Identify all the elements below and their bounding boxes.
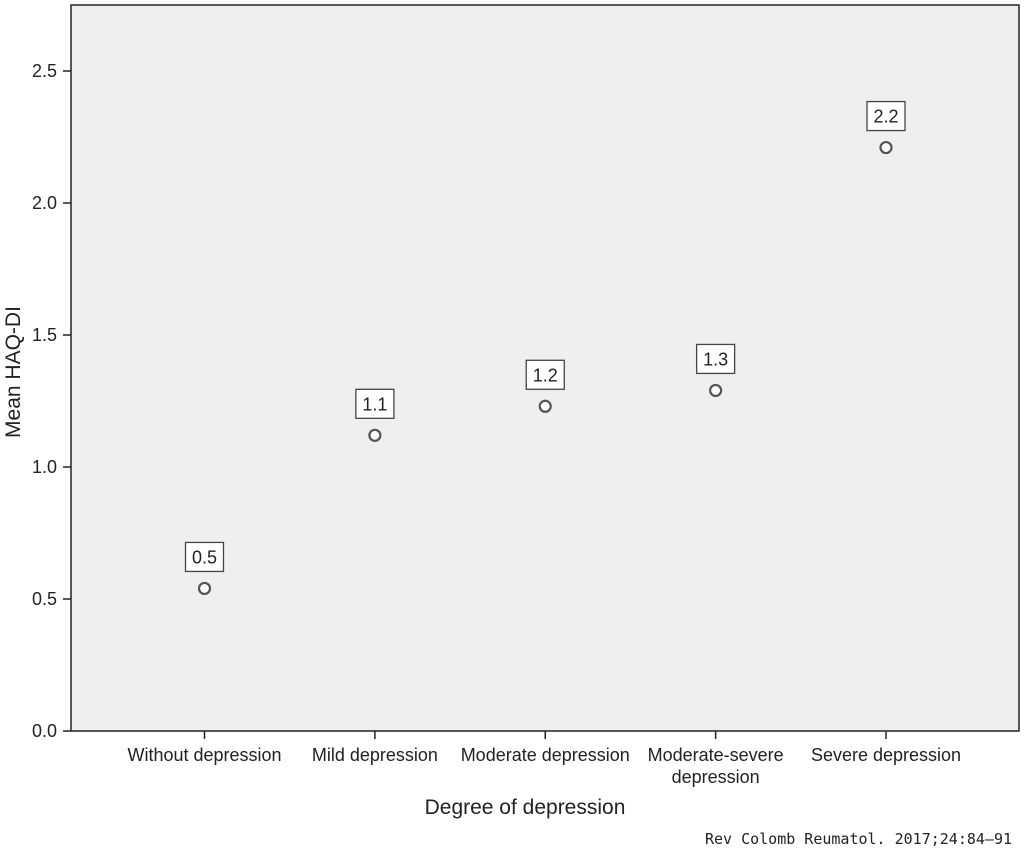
data-point (197, 581, 212, 596)
x-tick-label: Moderate-severe depression (648, 745, 784, 787)
y-axis-title: Mean HAQ-DI (2, 306, 25, 438)
x-tick-label-line: depression (672, 767, 760, 787)
y-tick-label: 1.5 (32, 325, 57, 345)
x-tick-label: Severe depression (811, 745, 961, 765)
x-axis: Without depression Mild depression Moderat… (127, 731, 961, 787)
x-tick-label: Moderate depression (461, 745, 630, 765)
data-label: 2.2 (873, 107, 898, 127)
data-label: 1.3 (703, 349, 728, 369)
y-tick-label: 2.5 (32, 61, 57, 81)
y-tick-label: 2.0 (32, 193, 57, 213)
y-tick-label: 0.5 (32, 589, 57, 609)
x-tick-label: Mild depression (312, 745, 438, 765)
data-point (368, 428, 382, 442)
data-point (879, 140, 893, 155)
y-tick-label: 1.0 (32, 457, 57, 477)
data-label: 0.5 (192, 547, 217, 567)
x-tick-label-line: Moderate depression (461, 745, 630, 765)
x-tick-label-line: Without depression (127, 745, 281, 765)
data-label-box (355, 388, 395, 419)
x-tick-label: Without depression (127, 745, 281, 765)
data-label: 1.1 (362, 394, 387, 414)
data-label-box (866, 100, 906, 132)
x-axis-title: Degree of depression (425, 796, 626, 819)
data-point (538, 399, 552, 413)
x-tick-label-line: Moderate-severe (648, 745, 784, 765)
x-tick-label-line: Mild depression (312, 745, 438, 765)
source-note: Rev Colomb Reumatol. 2017;24:84–91 (705, 830, 1012, 848)
data-label-box (695, 343, 736, 375)
y-tick-label: 0.0 (32, 721, 57, 741)
data-label-box (525, 359, 565, 390)
data-point (709, 383, 723, 398)
y-axis: 0.0 0.5 1.0 1.5 2.0 2.5 (32, 61, 71, 741)
data-label-box (184, 541, 225, 573)
data-points: 0.5 1.1 1.2 1.3 2.2 (184, 100, 906, 596)
data-label: 1.2 (533, 365, 558, 385)
x-tick-label-line: Severe depression (811, 745, 961, 765)
